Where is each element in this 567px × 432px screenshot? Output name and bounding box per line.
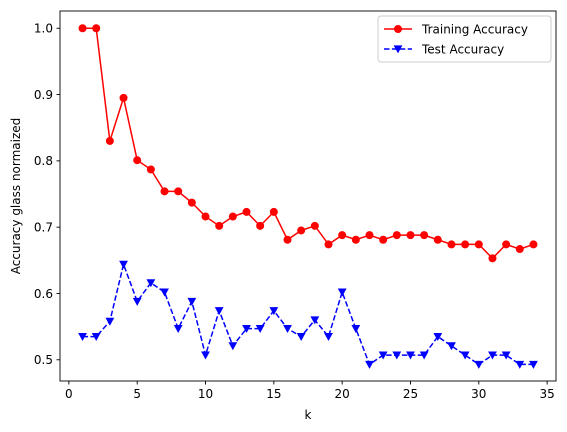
- x-tick-label-5: 25: [403, 387, 418, 401]
- data-point-1-1: [91, 332, 101, 341]
- data-point-1-23: [392, 351, 402, 360]
- data-point-0-23: [392, 231, 401, 240]
- data-point-0-3: [119, 93, 128, 102]
- data-point-0-8: [187, 198, 196, 207]
- x-tick-label-3: 15: [266, 387, 281, 401]
- data-point-1-31: [501, 351, 511, 360]
- data-point-1-26: [433, 332, 443, 341]
- data-point-1-9: [201, 351, 210, 360]
- data-point-1-5: [146, 279, 156, 288]
- y-tick-label-4: 0.9: [34, 88, 53, 102]
- data-point-1-3: [119, 260, 128, 269]
- data-point-1-7: [173, 325, 183, 334]
- x-tick-label-6: 30: [471, 387, 486, 401]
- data-point-0-6: [160, 187, 169, 196]
- y-tick-label-0: 0.5: [34, 353, 53, 367]
- data-point-1-24: [406, 351, 415, 360]
- data-point-0-10: [215, 221, 224, 230]
- data-point-0-14: [269, 207, 278, 216]
- data-point-1-11: [228, 342, 238, 351]
- data-point-1-0: [78, 332, 87, 341]
- data-point-0-18: [324, 240, 333, 249]
- data-point-1-4: [132, 297, 142, 306]
- data-point-1-6: [160, 288, 169, 297]
- legend-marker-0: [394, 25, 402, 33]
- data-point-0-12: [242, 207, 251, 216]
- data-point-1-16: [296, 332, 306, 341]
- y-tick-label-3: 0.8: [34, 154, 53, 168]
- data-point-1-15: [283, 325, 292, 334]
- data-point-1-28: [460, 351, 470, 360]
- data-point-0-13: [256, 221, 265, 230]
- data-point-1-33: [529, 360, 538, 369]
- data-point-1-27: [447, 342, 456, 351]
- data-point-1-2: [105, 317, 115, 326]
- data-point-0-30: [488, 254, 497, 263]
- data-point-1-8: [187, 297, 197, 306]
- data-point-0-7: [174, 187, 183, 196]
- y-tick-label-2: 0.7: [34, 220, 53, 234]
- x-axis-label: k: [305, 408, 312, 422]
- legend-item-training: Training Accuracy: [384, 22, 528, 36]
- legend-label-test: Test Accuracy: [421, 42, 504, 56]
- data-point-1-13: [255, 325, 265, 334]
- x-tick-label-1: 5: [133, 387, 141, 401]
- data-point-1-17: [310, 316, 320, 325]
- data-point-0-31: [502, 240, 511, 249]
- data-point-1-22: [378, 351, 388, 360]
- plot-area: [78, 24, 538, 369]
- series-line-0: [82, 27, 534, 260]
- x-tick-label-7: 35: [539, 387, 554, 401]
- y-tick-label-5: 1.0: [34, 22, 53, 36]
- data-point-1-32: [515, 360, 525, 369]
- legend-label-training: Training Accuracy: [421, 22, 528, 36]
- data-point-1-19: [337, 288, 347, 297]
- y-tick-label-1: 0.6: [34, 287, 53, 301]
- data-point-1-21: [365, 360, 374, 369]
- data-point-1-20: [351, 325, 361, 334]
- data-point-0-11: [228, 212, 237, 221]
- x-tick-label-0: 0: [65, 387, 73, 401]
- data-point-0-9: [201, 212, 210, 221]
- data-point-0-2: [105, 136, 114, 145]
- data-point-0-32: [515, 245, 524, 254]
- data-point-0-22: [379, 235, 388, 244]
- data-point-0-21: [365, 231, 374, 240]
- data-point-0-33: [529, 240, 538, 249]
- data-point-0-20: [351, 235, 360, 244]
- data-point-1-10: [214, 307, 224, 316]
- data-point-0-26: [433, 235, 442, 244]
- data-point-0-1: [92, 24, 101, 33]
- data-point-1-12: [242, 325, 251, 334]
- data-point-0-15: [283, 235, 292, 244]
- legend-box: [377, 15, 552, 63]
- data-point-1-29: [474, 360, 484, 369]
- data-point-0-19: [338, 231, 347, 240]
- data-point-1-25: [419, 351, 429, 360]
- legend-marker-1: [393, 45, 403, 54]
- data-point-0-5: [146, 165, 155, 174]
- axes-frame: [59, 10, 557, 382]
- x-tick-label-4: 20: [335, 387, 350, 401]
- data-point-1-30: [488, 351, 497, 360]
- data-point-1-18: [324, 332, 333, 341]
- data-point-0-16: [297, 226, 306, 235]
- data-point-0-25: [420, 231, 429, 240]
- data-point-0-17: [310, 221, 319, 230]
- data-point-0-0: [78, 24, 87, 33]
- axes: 0 5 10 15 20 25 30 35 0.5 0.6 0.7 0.8 0.9 1.0: [34, 10, 557, 401]
- data-point-0-4: [133, 156, 142, 165]
- data-point-0-29: [474, 240, 483, 249]
- data-point-0-27: [447, 240, 456, 249]
- data-point-0-24: [406, 231, 415, 240]
- data-point-0-28: [461, 240, 470, 249]
- legend-item-test: Test Accuracy: [384, 42, 504, 56]
- y-axis-label: Accuracy glass normaized: [9, 118, 23, 275]
- data-point-1-14: [269, 307, 279, 316]
- legend: Training Accuracy Test Accuracy: [377, 15, 552, 63]
- x-tick-label-2: 10: [198, 387, 213, 401]
